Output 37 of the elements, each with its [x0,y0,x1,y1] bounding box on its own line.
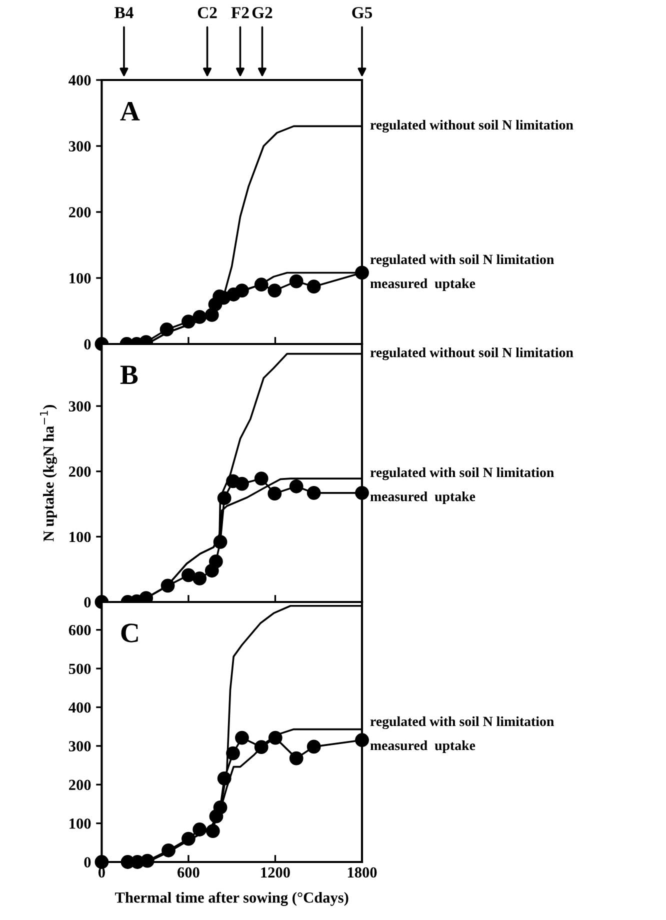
y-tick-label: 100 [70,818,91,829]
series-label: measured uptake [370,740,476,754]
text: B [120,366,138,384]
text: F2 [231,7,249,18]
y-tick-label: 300 [68,401,91,412]
y-tick-label: 200 [69,207,91,218]
series-label: regulated with soil N limitation [370,254,554,268]
y-tick-label: 300 [68,141,91,152]
y-tick-label: 0 [84,857,91,868]
y-axis-title: N uptake (kgN ha$^{−1}$) [40,405,58,542]
y-tick-label: 100 [70,532,91,542]
series-label: regulated with soil N limitation [370,467,554,480]
y-tick-label: 600 [68,625,91,636]
x-axis-title: Thermal time after sowing (°Cdays) [115,892,348,906]
text: B4 [114,7,134,18]
y-tick-label: 200 [69,466,91,477]
y-tick-label: 400 [68,75,91,86]
y-tick-label: 400 [68,702,91,713]
text: G2 [252,7,272,18]
series-label: measured uptake [370,491,476,504]
series-label: regulated without soil N limitation [370,120,574,133]
x-tick-label: 600 [178,867,200,878]
series-label: measured uptake [370,278,476,292]
y-tick-label: 0 [84,597,91,608]
text: C2 [198,7,217,18]
x-tick-label: 1800 [348,867,377,878]
series-label: regulated without soil N limitation [370,347,574,360]
x-tick-label: 1200 [261,867,290,878]
y-tick-label: 0 [84,339,91,350]
y-tick-label: 500 [68,664,91,674]
series-label: regulated with soil N limitation [370,716,554,730]
text: A [120,102,140,120]
y-tick-label: 100 [70,273,91,284]
y-tick-label: 200 [69,780,91,790]
text: G5 [352,7,372,18]
y-tick-label: 300 [68,741,91,752]
text: C [121,624,138,642]
